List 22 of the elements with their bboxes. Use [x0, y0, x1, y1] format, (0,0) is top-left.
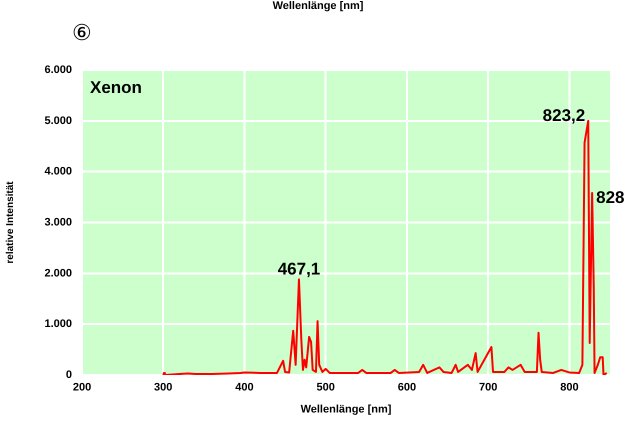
y-tick-label: 2.000	[44, 267, 72, 280]
x-tick-label: 600	[398, 382, 416, 394]
x-tick-label: 700	[478, 382, 498, 394]
text: ⑥	[72, 20, 92, 46]
x-axis-title: Wellenlänge [nm]	[300, 403, 392, 416]
y-tick-label: 6.000	[44, 64, 72, 76]
annotation: 823,2	[542, 106, 586, 126]
x-tick-label: 200	[72, 382, 92, 394]
x-tick-label: 500	[316, 382, 335, 394]
x-tick-label: 800	[560, 382, 579, 394]
y-tick-label: 3.000	[44, 216, 72, 229]
chart-title: Wellenlänge [nm]	[272, 0, 364, 12]
x-tick-label: 300	[154, 382, 172, 394]
annotation: 467,1	[278, 260, 320, 279]
y-tick-label: 5.000	[44, 114, 72, 127]
y-tick-label: 0	[66, 369, 72, 382]
y-axis-title: relative Intensität	[4, 180, 16, 264]
annotation: Xenon	[90, 78, 142, 98]
y-tick-label: 1.000	[44, 318, 72, 330]
x-tick-label: 400	[235, 382, 254, 394]
annotation: 828	[596, 188, 625, 208]
y-tick-label: 4.000	[44, 166, 72, 178]
